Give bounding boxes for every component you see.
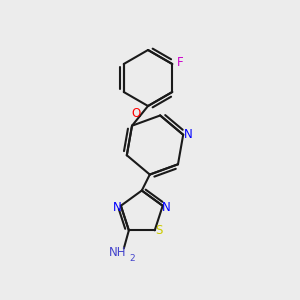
- Text: O: O: [131, 107, 141, 120]
- Text: 2: 2: [129, 254, 135, 263]
- Text: S: S: [155, 224, 162, 237]
- Text: N: N: [112, 201, 121, 214]
- Text: NH: NH: [109, 246, 127, 259]
- Text: N: N: [184, 128, 193, 141]
- Text: N: N: [162, 201, 171, 214]
- Text: F: F: [177, 56, 184, 68]
